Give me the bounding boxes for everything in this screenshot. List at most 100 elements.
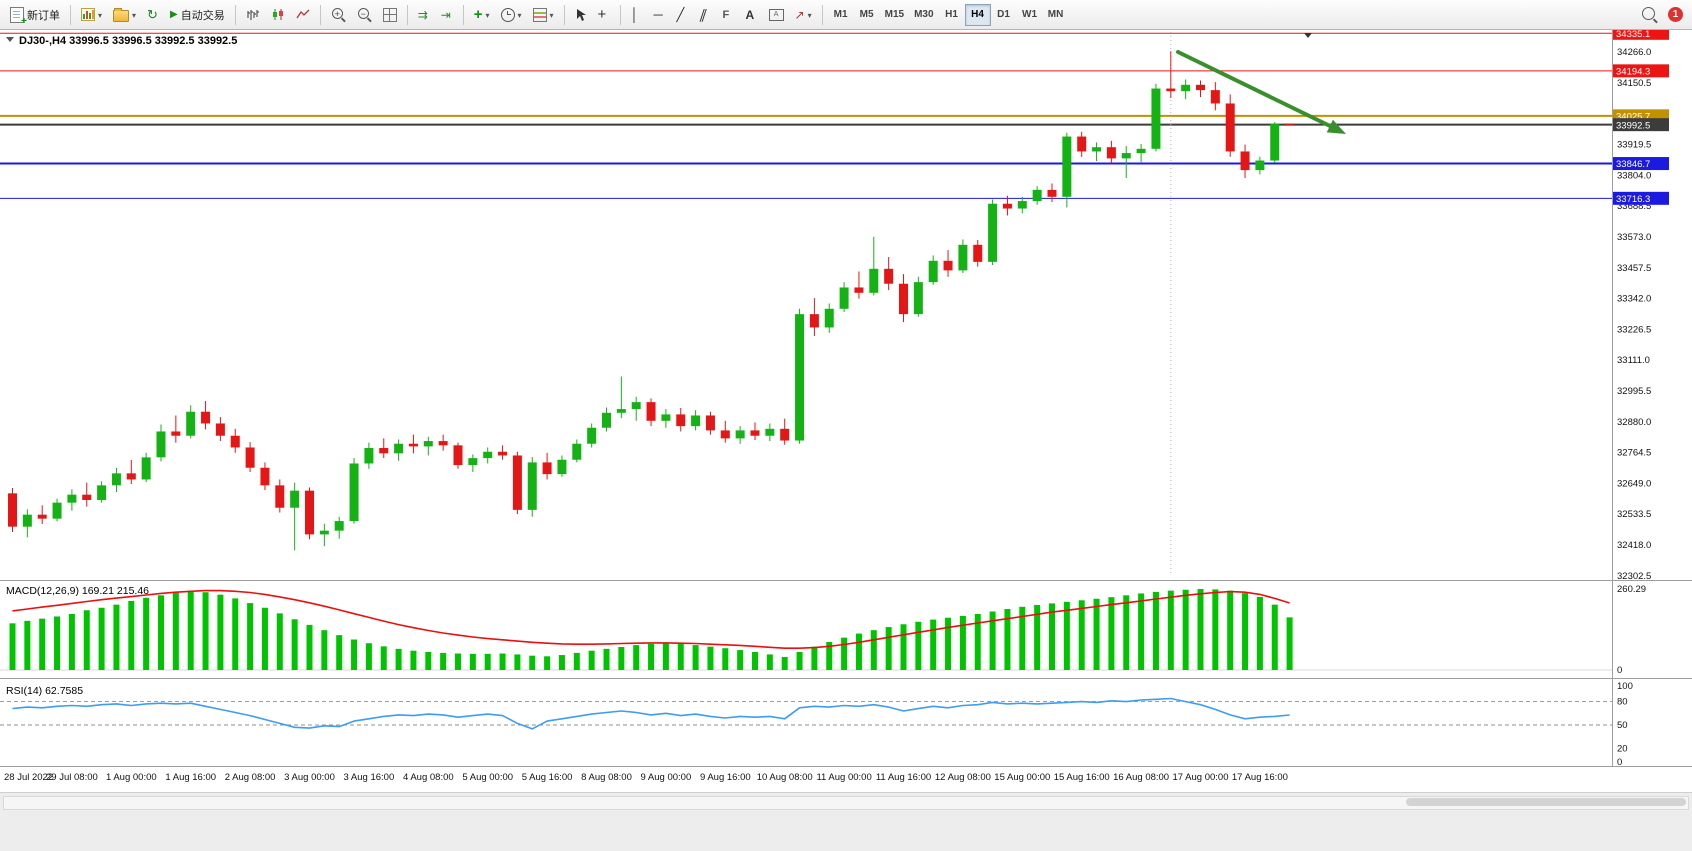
time-tick: 11 Aug 00:00 [816,772,871,783]
macd-bar [544,656,551,670]
arrows-button[interactable] [790,3,817,27]
candle [928,260,938,283]
search-button[interactable] [1636,3,1663,27]
price-tick: 32418.0 [1617,540,1651,551]
macd-bar [633,645,640,670]
tile-windows-button[interactable] [378,3,402,27]
macd-bar [336,635,343,670]
candle [1151,88,1161,149]
bar-chart-button[interactable] [241,3,265,27]
macd-bar [1078,600,1085,670]
candlestick-chart-button[interactable] [266,3,290,27]
new-chart-button[interactable] [76,3,107,27]
candle [37,514,47,519]
templates-button[interactable] [528,3,559,27]
time-tick: 28 Jul 2022 [4,772,53,783]
fibonacci-button[interactable] [718,3,740,27]
candle [824,308,834,328]
macd-bar [1256,596,1263,670]
new-order-button[interactable]: 新订单 [5,3,65,27]
candle [676,414,686,427]
time-tick: 12 Aug 08:00 [935,772,991,783]
toolbar-separator [319,4,321,25]
macd-panel: MACD(12,26,9) 169.21 215.46 260.29 0 [0,584,1646,676]
price-tick: 33342.0 [1617,294,1651,305]
candle [305,490,314,535]
autotrading-button[interactable]: 自动交易 [165,3,230,27]
time-tick: 17 Aug 00:00 [1173,772,1229,783]
macd-bar [128,600,135,670]
main-toolbar: 新订单 自动交易 [0,0,1692,30]
cursor-button[interactable] [570,3,592,27]
chart-shift-marker [1304,33,1312,38]
auto-scroll-button[interactable] [413,3,435,27]
time-tick: 15 Aug 16:00 [1054,772,1110,783]
macd-bar [499,653,506,670]
line-chart-button[interactable] [291,3,315,27]
timeframe-h1[interactable]: H1 [939,4,965,26]
macd-bar [380,646,387,670]
candle [1210,90,1220,104]
horizontal-scrollbar[interactable] [3,796,1689,810]
timeframe-mn[interactable]: MN [1043,4,1069,26]
profiles-button[interactable] [108,3,141,27]
channel-button[interactable] [695,3,717,27]
channel-icon [697,8,708,22]
timeframe-w1[interactable]: W1 [1017,4,1043,26]
macd-bar [1093,598,1100,670]
macd-bar [68,613,75,670]
macd-bar [1063,601,1070,670]
symbol-collapse-icon[interactable] [6,37,14,42]
text-button[interactable] [741,3,763,27]
macd-bar [974,613,981,670]
crosshair-button[interactable] [593,3,615,27]
macd-bar [172,592,179,670]
macd-bar [1019,606,1026,670]
timeframe-h4[interactable]: H4 [964,3,991,26]
timeframe-m5[interactable]: M5 [854,4,880,26]
candle [1062,136,1072,197]
timeframe-m30[interactable]: M30 [909,4,938,26]
timeframe-d1[interactable]: D1 [991,4,1017,26]
price-level-badge [1613,26,1669,40]
notification-badge[interactable]: 1 [1668,7,1683,22]
chart-canvas[interactable]: DJ30-,H4 33996.5 33996.5 33992.5 33992.5… [0,26,1692,792]
trend-arrow-shaft[interactable] [1176,50,1332,128]
timeframe-m1[interactable]: M1 [828,4,854,26]
macd-bar [796,651,803,670]
symbol-label-group: DJ30-,H4 33996.5 33996.5 33992.5 33992.5 [6,35,237,47]
vertical-line-button[interactable] [626,3,648,27]
timeframe-m15[interactable]: M15 [880,4,909,26]
time-tick: 3 Aug 00:00 [284,772,335,783]
macd-bar [662,643,669,670]
time-tick: 8 Aug 08:00 [581,772,632,783]
macd-bar [855,633,862,670]
chevron-down-icon [518,9,522,21]
candle [97,485,107,500]
search-icon [1642,7,1655,20]
fibonacci-icon [723,7,730,22]
indicators-button[interactable] [469,3,495,27]
zoom-out-button[interactable] [352,3,377,27]
candle [394,443,404,454]
symbol-ohlc-label: DJ30-,H4 33996.5 33996.5 33992.5 33992.5 [19,35,237,47]
price-tick: 32764.5 [1617,448,1651,459]
time-tick: 11 Aug 16:00 [876,772,931,783]
candle [572,443,582,460]
refresh-button[interactable] [142,3,164,27]
time-tick: 9 Aug 16:00 [700,772,751,783]
trendline-button[interactable] [672,3,694,27]
zoom-in-button[interactable] [326,3,351,27]
periods-button[interactable] [496,3,527,27]
macd-bar [351,639,358,670]
macd-bar [395,648,402,670]
text-label-button[interactable] [764,3,789,27]
macd-bar [113,604,120,670]
horizontal-line-button[interactable] [649,3,671,27]
price-tick: 33688.5 [1617,201,1651,212]
macd-bar [930,619,937,670]
chart-shift-button[interactable] [436,3,458,27]
macd-bar [9,623,16,670]
scrollbar-thumb[interactable] [1406,798,1686,806]
rsi-axis-tick: 100 [1617,681,1633,692]
